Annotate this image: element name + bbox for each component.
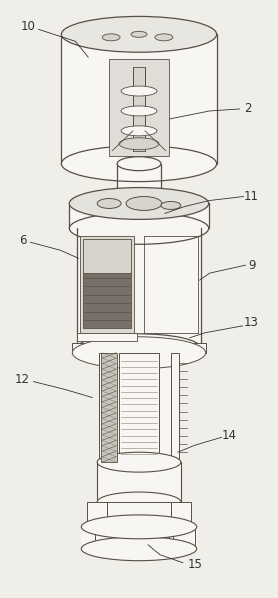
Bar [101, 353, 117, 462]
Bar [119, 353, 159, 462]
Text: 12: 12 [15, 373, 30, 386]
Ellipse shape [161, 202, 181, 209]
Bar [80, 236, 134, 333]
Bar [97, 462, 181, 502]
Bar [81, 527, 197, 549]
Ellipse shape [97, 492, 181, 512]
Bar [69, 203, 209, 228]
Text: 2: 2 [244, 102, 251, 115]
Bar [77, 333, 137, 341]
Ellipse shape [97, 199, 121, 209]
Text: 14: 14 [222, 429, 237, 442]
Ellipse shape [97, 452, 181, 472]
Ellipse shape [61, 146, 217, 182]
Ellipse shape [81, 515, 197, 539]
Ellipse shape [61, 16, 217, 52]
Ellipse shape [72, 337, 206, 368]
Text: 15: 15 [187, 558, 202, 571]
Bar [72, 343, 206, 353]
Bar [147, 527, 169, 549]
Bar [133, 67, 145, 151]
Bar [171, 502, 191, 527]
Bar [99, 353, 179, 462]
Text: 11: 11 [244, 190, 259, 203]
Ellipse shape [121, 106, 157, 116]
Ellipse shape [126, 197, 162, 210]
Ellipse shape [121, 126, 157, 136]
Ellipse shape [155, 34, 173, 41]
Bar [109, 59, 169, 155]
Bar [77, 228, 201, 348]
Bar [61, 34, 217, 164]
Bar [121, 527, 143, 549]
Bar [99, 353, 107, 462]
Text: 6: 6 [19, 234, 26, 247]
Bar [107, 502, 171, 527]
Bar [171, 353, 179, 462]
Bar [95, 527, 117, 549]
Ellipse shape [77, 334, 201, 362]
Ellipse shape [119, 138, 159, 150]
Bar [83, 273, 131, 328]
Bar [117, 164, 161, 199]
Ellipse shape [117, 191, 161, 206]
Ellipse shape [131, 31, 147, 37]
Bar [173, 527, 195, 549]
Bar [87, 502, 107, 527]
Text: 10: 10 [21, 20, 36, 33]
Text: 9: 9 [249, 259, 256, 271]
Ellipse shape [121, 86, 157, 96]
Ellipse shape [117, 157, 161, 170]
Ellipse shape [81, 537, 197, 561]
Text: 13: 13 [244, 316, 259, 329]
Bar [83, 239, 131, 273]
Ellipse shape [69, 212, 209, 244]
Ellipse shape [69, 188, 209, 219]
Ellipse shape [102, 34, 120, 41]
